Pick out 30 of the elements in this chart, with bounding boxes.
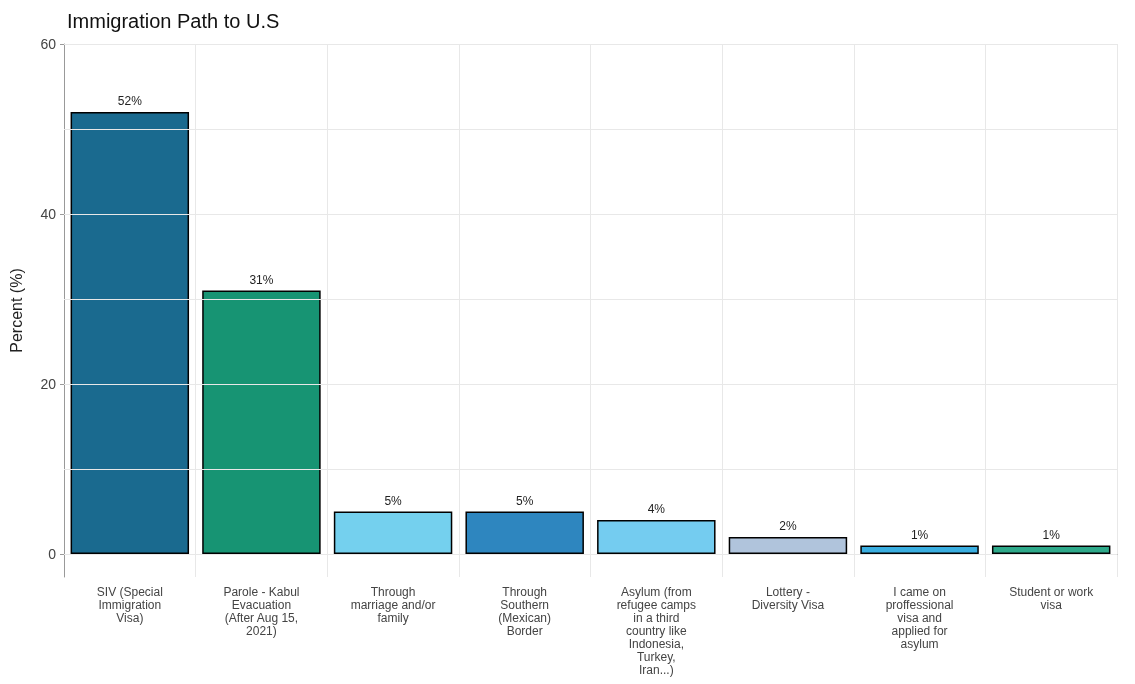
data-label: 5% bbox=[516, 493, 534, 508]
y-tick-label: 20 bbox=[40, 376, 57, 393]
x-tick-label: Asylum (from refugee camps in a third country like Indonesia, Turkey, Iran...) bbox=[616, 584, 697, 677]
bar bbox=[597, 520, 716, 555]
data-label: 52% bbox=[117, 94, 143, 109]
data-label: 5% bbox=[384, 493, 403, 508]
x-tick-label: I came on proffessional visa and applied for asylum bbox=[885, 584, 954, 651]
bar bbox=[333, 511, 453, 555]
x-tick-label: Student or work visa bbox=[1009, 584, 1095, 612]
data-label: 1% bbox=[910, 527, 929, 542]
bar bbox=[465, 511, 584, 555]
data-label: 4% bbox=[647, 502, 666, 517]
bar bbox=[70, 112, 190, 555]
y-tick-label: 60 bbox=[40, 36, 57, 52]
x-tick-label: Through marriage and/or family bbox=[350, 584, 436, 625]
y-tick-label: 40 bbox=[40, 206, 57, 223]
data-label: 31% bbox=[249, 272, 274, 287]
x-tick-label: Parole - Kabul Evacuation (After Aug 15, 2021) bbox=[223, 584, 300, 638]
data-label: 1% bbox=[1042, 527, 1061, 542]
chart-title: Immigration Path to U.S bbox=[67, 10, 280, 32]
bar bbox=[860, 545, 979, 555]
y-tick-label: 0 bbox=[48, 546, 57, 563]
data-label: 2% bbox=[779, 519, 797, 534]
y-axis-title: Percent (%) bbox=[7, 268, 25, 353]
x-tick-label: SIV (Special Immigration Visa) bbox=[96, 584, 163, 625]
bar bbox=[991, 545, 1111, 555]
bar bbox=[728, 537, 848, 555]
x-tick-label: Lottery - Diversity Visa bbox=[751, 584, 825, 612]
bar bbox=[202, 290, 321, 555]
x-tick-label: Through Southern (Mexican) Border bbox=[498, 584, 552, 638]
